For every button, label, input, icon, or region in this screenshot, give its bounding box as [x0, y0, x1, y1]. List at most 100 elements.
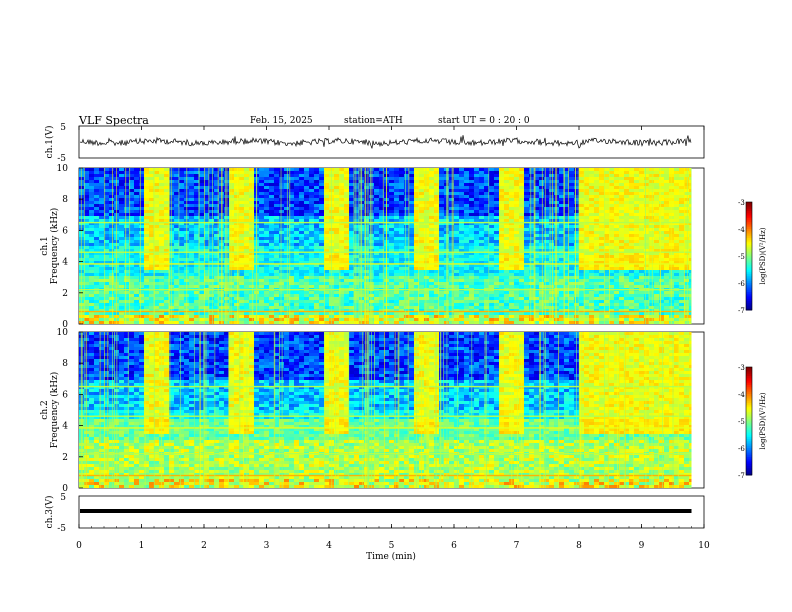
spectrogram-cell [454, 201, 459, 204]
spectrogram-cell [104, 279, 109, 282]
spectrogram-cell [224, 255, 229, 258]
spectrogram-cell [529, 201, 534, 204]
spectrogram-cell [459, 195, 464, 198]
spectrogram-cell [524, 246, 529, 249]
spectrogram-cell [264, 183, 269, 186]
spectrogram-cell [549, 174, 554, 177]
spectrogram-cell [294, 264, 299, 267]
spectrogram-cell [299, 264, 304, 267]
spectrogram-cell [399, 219, 404, 222]
spectrogram-cell [234, 180, 239, 183]
spectrogram-cell [144, 261, 149, 264]
spectrogram-cell [524, 213, 529, 216]
spectrogram-cell [674, 189, 679, 192]
spectrogram-cell [174, 201, 179, 204]
spectrogram-cell [374, 222, 379, 225]
spectrogram-cell [224, 189, 229, 192]
spectrogram-cell [624, 282, 629, 285]
spectrogram-cell [679, 189, 684, 192]
spectrogram-cell [369, 189, 374, 192]
spectrogram-cell [164, 210, 169, 213]
spectrogram-cell [549, 249, 554, 252]
spectrogram-cell [289, 273, 294, 276]
spectrogram-cell [464, 264, 469, 267]
spectrogram-cell [574, 222, 579, 225]
spectrogram-cell [439, 225, 444, 228]
spectrogram-cell [149, 183, 154, 186]
spectrogram-cell [264, 222, 269, 225]
spectrogram-cell [469, 261, 474, 264]
spectrogram-cell [154, 270, 159, 273]
spectrogram-cell [579, 168, 584, 171]
spectrogram-cell [164, 186, 169, 189]
spectrogram-cell [159, 189, 164, 192]
spectrogram-cell [434, 171, 439, 174]
spectrogram-cell [239, 180, 244, 183]
spectrogram-cell [284, 201, 289, 204]
spectrogram-cell [569, 204, 574, 207]
spectrogram-cell [499, 285, 504, 288]
spectrogram-cell [429, 243, 434, 246]
spectrogram-cell [649, 174, 654, 177]
spectrogram-cell [269, 240, 274, 243]
spectrogram-cell [339, 219, 344, 222]
spectrogram-cell [364, 252, 369, 255]
spectrogram-cell [414, 267, 419, 270]
spectrogram-cell [309, 198, 314, 201]
spectrogram-cell [354, 273, 359, 276]
spectrogram-cell [389, 270, 394, 273]
spectrogram-cell [99, 264, 104, 267]
spectrogram-cell [499, 219, 504, 222]
spectrogram-cell [604, 246, 609, 249]
spectrogram-cell [689, 183, 692, 186]
spectrogram-cell [564, 216, 569, 219]
spectrogram-cell [439, 177, 444, 180]
spectrogram-cell [129, 201, 134, 204]
spectrogram-cell [99, 285, 104, 288]
spectrogram-cell [399, 285, 404, 288]
spectrogram-cell [234, 174, 239, 177]
spectrogram-cell [659, 204, 664, 207]
spectrogram-cell [679, 240, 684, 243]
spectrogram-cell [334, 246, 339, 249]
spectrogram-cell [144, 171, 149, 174]
spectrogram-cell [194, 171, 199, 174]
spectrogram-cell [664, 192, 669, 195]
spectrogram-cell [609, 273, 614, 276]
spectrogram-cell [279, 249, 284, 252]
spectrogram-cell [459, 171, 464, 174]
spectrogram-cell [179, 204, 184, 207]
spectrogram-cell [194, 237, 199, 240]
spectrogram-cell [159, 267, 164, 270]
spectrogram-cell [419, 177, 424, 180]
spectrogram-cell [659, 258, 664, 261]
spectrogram-cell [269, 222, 274, 225]
spectrogram-cell [124, 261, 129, 264]
spectrogram-cell [304, 204, 309, 207]
spectrogram-cell [429, 228, 434, 231]
spectrogram-cell [649, 219, 654, 222]
spectrogram-cell [654, 243, 659, 246]
spectrogram-cell [244, 174, 249, 177]
spectrogram-cell [319, 183, 324, 186]
spectrogram-cell [379, 270, 384, 273]
spectrogram-cell [679, 243, 684, 246]
spectrogram-cell [104, 270, 109, 273]
spectrogram-cell [159, 282, 164, 285]
spectrogram-cell [109, 186, 114, 189]
spectrogram-cell [259, 207, 264, 210]
spectrogram-cell [614, 207, 619, 210]
spectrogram-cell [624, 252, 629, 255]
spectrogram-cell [549, 261, 554, 264]
spectrogram-cell [259, 252, 264, 255]
spectrogram-cell [94, 225, 99, 228]
spectrogram-cell [454, 225, 459, 228]
spectrogram-cell [234, 255, 239, 258]
spectrogram-cell [134, 246, 139, 249]
spectrogram-cell [689, 198, 692, 201]
spectrogram-cell [109, 171, 114, 174]
spectrogram-cell [129, 255, 134, 258]
spectrogram-cell [349, 249, 354, 252]
spectrogram-cell [104, 180, 109, 183]
spectrogram-cell [249, 240, 254, 243]
